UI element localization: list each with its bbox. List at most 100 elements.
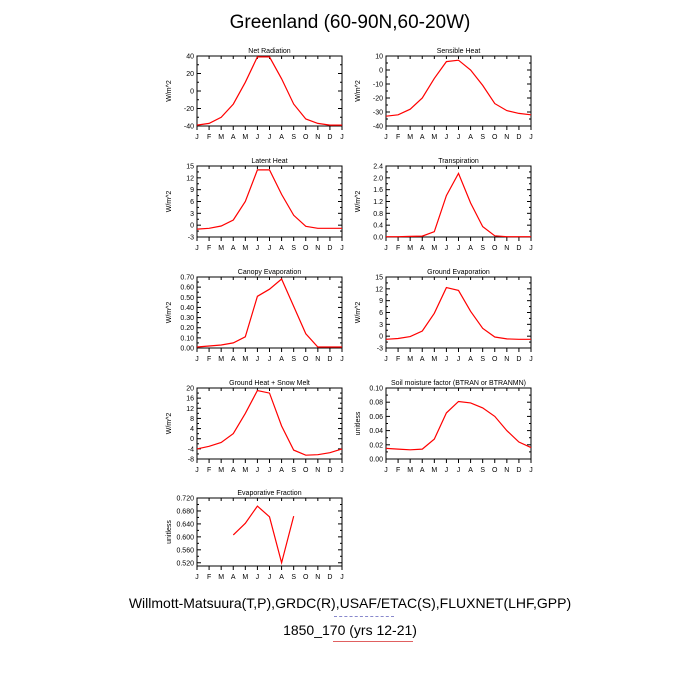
panel-title: Evaporative Fraction bbox=[237, 490, 301, 497]
x-tick-label: N bbox=[315, 134, 320, 141]
x-tick-label: M bbox=[242, 467, 248, 474]
x-tick-label: A bbox=[420, 467, 425, 474]
data-point bbox=[305, 454, 307, 456]
data-point bbox=[482, 226, 484, 228]
x-tick-label: M bbox=[407, 245, 413, 252]
panel-title: Sensible Heat bbox=[437, 48, 481, 55]
y-axis-label: W/m^2 bbox=[355, 302, 362, 324]
y-tick-label: 9 bbox=[379, 298, 383, 305]
x-tick-label: J bbox=[256, 467, 260, 474]
data-point bbox=[293, 449, 295, 451]
y-tick-label: 12 bbox=[186, 406, 194, 413]
data-point bbox=[470, 402, 472, 404]
y-tick-label: 6 bbox=[190, 199, 194, 206]
x-tick-label: J bbox=[268, 356, 272, 363]
x-tick-label: A bbox=[231, 574, 236, 581]
y-tick-label: 12 bbox=[186, 175, 194, 182]
data-point bbox=[293, 306, 295, 308]
x-tick-label: J bbox=[340, 134, 344, 141]
data-point bbox=[434, 312, 436, 314]
y-tick-label: 0.60 bbox=[180, 285, 194, 292]
y-tick-label: -20 bbox=[373, 96, 383, 103]
data-point bbox=[421, 448, 423, 450]
x-tick-label: F bbox=[207, 245, 211, 252]
y-tick-label: 0.02 bbox=[369, 442, 383, 449]
data-point bbox=[530, 236, 532, 238]
x-tick-label: A bbox=[420, 134, 425, 141]
data-point bbox=[329, 452, 331, 454]
x-tick-label: S bbox=[291, 245, 296, 252]
y-tick-label: 0 bbox=[190, 223, 194, 230]
x-tick-label: F bbox=[207, 134, 211, 141]
x-tick-label: M bbox=[431, 467, 437, 474]
data-point bbox=[385, 339, 387, 341]
data-point bbox=[208, 345, 210, 347]
x-tick-label: N bbox=[504, 134, 509, 141]
data-point bbox=[482, 327, 484, 329]
data-point bbox=[269, 516, 271, 518]
data-point bbox=[530, 447, 532, 449]
y-tick-label: -3 bbox=[188, 235, 194, 242]
y-axis-label: W/m^2 bbox=[355, 191, 362, 213]
data-line bbox=[232, 505, 295, 566]
x-tick-label: F bbox=[396, 356, 400, 363]
x-tick-label: J bbox=[457, 467, 461, 474]
x-tick-label: D bbox=[516, 356, 521, 363]
x-tick-label: D bbox=[327, 356, 332, 363]
x-tick-label: N bbox=[504, 245, 509, 252]
panel-7: Ground Heat + Snow Melt W/m^2 20 16 12 8 4 0 -4 -… bbox=[166, 380, 344, 474]
x-tick-label: O bbox=[492, 245, 498, 252]
x-tick-label: S bbox=[480, 356, 485, 363]
data-point bbox=[220, 442, 222, 444]
x-tick-label: A bbox=[420, 245, 425, 252]
x-tick-label: J bbox=[445, 467, 449, 474]
panel-title: Canopy Evaporation bbox=[238, 269, 302, 276]
footer-underline-decor bbox=[334, 616, 394, 617]
x-tick-label: M bbox=[218, 134, 224, 141]
data-point bbox=[220, 225, 222, 227]
data-point bbox=[245, 522, 247, 524]
x-tick-label: J bbox=[268, 574, 272, 581]
y-tick-label: -10 bbox=[373, 82, 383, 89]
x-tick-label: M bbox=[218, 574, 224, 581]
data-point bbox=[245, 201, 247, 203]
x-tick-label: O bbox=[303, 356, 309, 363]
data-point bbox=[232, 342, 234, 344]
data-point bbox=[341, 346, 343, 348]
x-tick-label: M bbox=[407, 134, 413, 141]
x-tick-label: M bbox=[242, 134, 248, 141]
x-tick-label: J bbox=[256, 134, 260, 141]
x-tick-label: D bbox=[327, 245, 332, 252]
y-tick-label: 0.04 bbox=[369, 428, 383, 435]
x-tick-label: A bbox=[468, 467, 473, 474]
data-point bbox=[470, 202, 472, 204]
data-point bbox=[385, 448, 387, 450]
y-tick-label: 20 bbox=[186, 71, 194, 78]
data-point bbox=[196, 228, 198, 230]
data-point bbox=[196, 346, 198, 348]
x-tick-label: F bbox=[207, 356, 211, 363]
x-tick-label: J bbox=[457, 134, 461, 141]
data-point bbox=[245, 336, 247, 338]
data-point bbox=[421, 235, 423, 237]
y-tick-label: 0 bbox=[379, 68, 383, 75]
y-tick-label: 0 bbox=[190, 436, 194, 443]
x-tick-label: D bbox=[516, 134, 521, 141]
plot-frame bbox=[196, 497, 343, 567]
x-tick-label: S bbox=[291, 574, 296, 581]
x-tick-label: J bbox=[445, 356, 449, 363]
data-point bbox=[470, 69, 472, 71]
x-tick-label: M bbox=[431, 134, 437, 141]
x-tick-label: M bbox=[407, 356, 413, 363]
data-point bbox=[232, 534, 234, 536]
data-point bbox=[494, 416, 496, 418]
data-point bbox=[281, 78, 283, 80]
data-point bbox=[257, 505, 259, 507]
y-axis-label: W/m^2 bbox=[355, 80, 362, 102]
y-axis-label: unitless bbox=[355, 411, 362, 435]
plot-frame bbox=[196, 387, 343, 460]
x-tick-label: O bbox=[492, 356, 498, 363]
data-point bbox=[329, 346, 331, 348]
